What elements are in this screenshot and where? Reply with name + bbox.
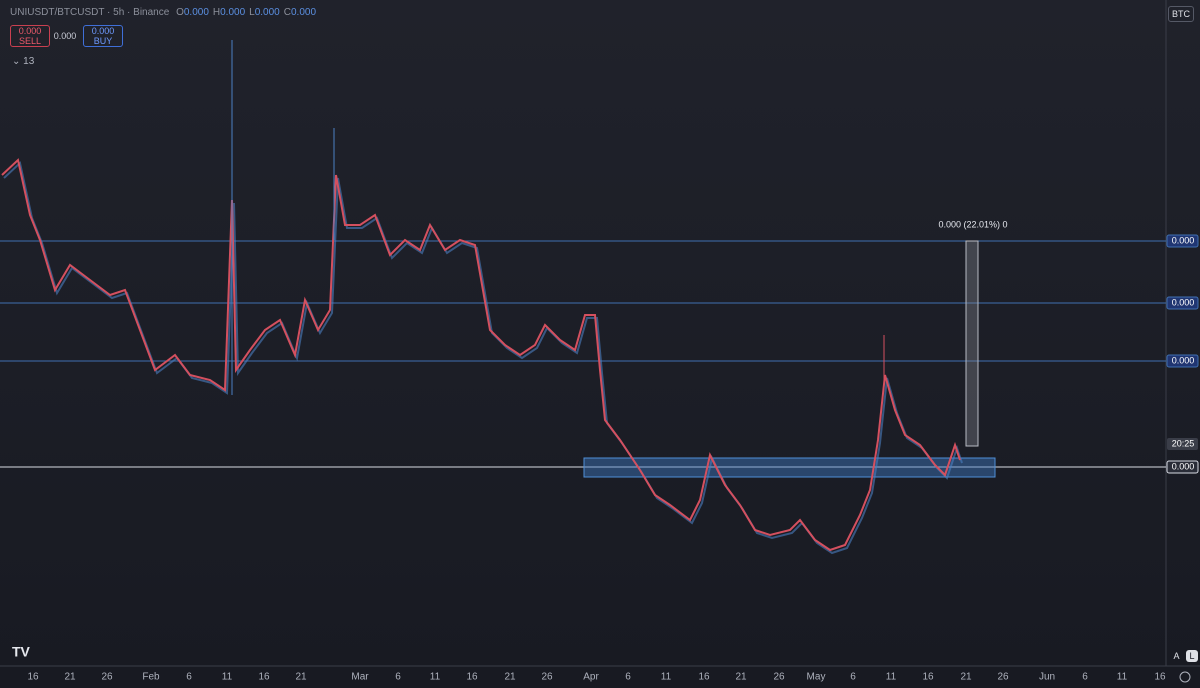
buy-button[interactable]: 0.000 BUY xyxy=(83,25,123,47)
buy-price: 0.000 xyxy=(91,26,115,36)
price-label: 0.000 xyxy=(1172,461,1195,471)
price-label-box xyxy=(1166,296,1199,310)
price-label-box xyxy=(1167,438,1198,450)
time-label: 21 xyxy=(960,672,972,683)
time-label: 11 xyxy=(661,672,672,683)
legend: UNIUSDT/BTCUSDT · 5h · Binance O0.000 H0.… xyxy=(10,7,316,18)
countdown-label: 20:25 xyxy=(1172,438,1195,448)
ohlc-value: 0.000 xyxy=(183,7,209,18)
time-label: 16 xyxy=(1154,672,1166,683)
sell-price: 0.000 xyxy=(18,26,42,36)
time-label: 26 xyxy=(773,672,785,683)
ohlc-value: 0.000 xyxy=(254,7,280,18)
logo: TV xyxy=(12,644,31,660)
indicators-count: 13 xyxy=(23,56,35,67)
price-labels: 0.000 0.000 0.000 20:25 0.000 xyxy=(1166,234,1199,474)
settings-icon[interactable] xyxy=(1179,671,1191,683)
price-label: 0.000 xyxy=(1172,355,1195,365)
ohlc-key: C xyxy=(283,7,291,18)
time-label: 26 xyxy=(541,672,553,683)
time-label: 6 xyxy=(625,672,631,683)
price-label: 0.000 xyxy=(1172,235,1195,245)
time-label: Feb xyxy=(142,672,160,683)
time-label: 11 xyxy=(1117,672,1128,683)
time-label: 21 xyxy=(64,672,76,683)
time-label: 11 xyxy=(430,672,441,683)
time-label: May xyxy=(807,672,826,683)
time-label: Mar xyxy=(351,672,369,683)
time-label: Apr xyxy=(583,672,599,683)
time-label: 16 xyxy=(466,672,478,683)
time-label: 26 xyxy=(101,672,113,683)
time-label: 16 xyxy=(258,672,270,683)
time-label: 6 xyxy=(395,672,401,683)
measure-label: 0.000 (22.01%) 0 xyxy=(938,219,1007,229)
ohlc-value: 0.000 xyxy=(290,7,317,18)
symbol: UNIUSDT/BTCUSDT · 5h · Binance xyxy=(10,7,170,18)
time-label: 16 xyxy=(922,672,934,683)
price-path xyxy=(1,158,961,552)
time-label: 16 xyxy=(698,672,710,683)
time-axis: 16 21 26 Feb 6 11 16 21 Mar 6 11 16 21 26 Apr 6 11 16 21 26… xyxy=(27,672,1166,683)
price-label-box xyxy=(1166,234,1199,248)
price-label-box xyxy=(1166,354,1199,368)
time-label: 6 xyxy=(850,672,856,683)
price-shadow xyxy=(3,161,963,555)
price-label-box xyxy=(1166,460,1199,474)
time-label: 6 xyxy=(186,672,192,683)
buy-label: BUY xyxy=(93,36,113,46)
time-label: 26 xyxy=(997,672,1009,683)
auto-button[interactable]: A xyxy=(1173,651,1180,661)
time-label: 11 xyxy=(222,672,233,683)
spread: 0.000 xyxy=(53,31,77,41)
sell-button[interactable]: 0.000 SELL xyxy=(10,25,50,47)
currency[interactable]: BTC xyxy=(1168,6,1194,22)
ohlc-key: O xyxy=(176,7,184,18)
time-label: 21 xyxy=(735,672,747,683)
time-label: 6 xyxy=(1082,672,1088,683)
ohlc-key: L xyxy=(249,7,255,18)
ohlc: O0.000 H0.000 L0.000 C0.000 xyxy=(172,7,316,18)
time-label: 11 xyxy=(886,672,897,683)
sell-label: SELL xyxy=(18,36,42,46)
log-button[interactable]: L xyxy=(1186,650,1198,662)
time-label: 21 xyxy=(295,672,307,683)
indicators-toggle[interactable]: ⌄ 13 xyxy=(12,56,35,67)
time-label: 21 xyxy=(504,672,516,683)
ohlc-value: 0.000 xyxy=(220,7,246,18)
time-label: 16 xyxy=(27,672,39,683)
price-label: 0.000 xyxy=(1172,297,1195,307)
support-zone xyxy=(583,457,996,478)
measure-box xyxy=(965,240,979,447)
time-label: Jun xyxy=(1039,672,1055,683)
ohlc-key: H xyxy=(212,7,221,18)
